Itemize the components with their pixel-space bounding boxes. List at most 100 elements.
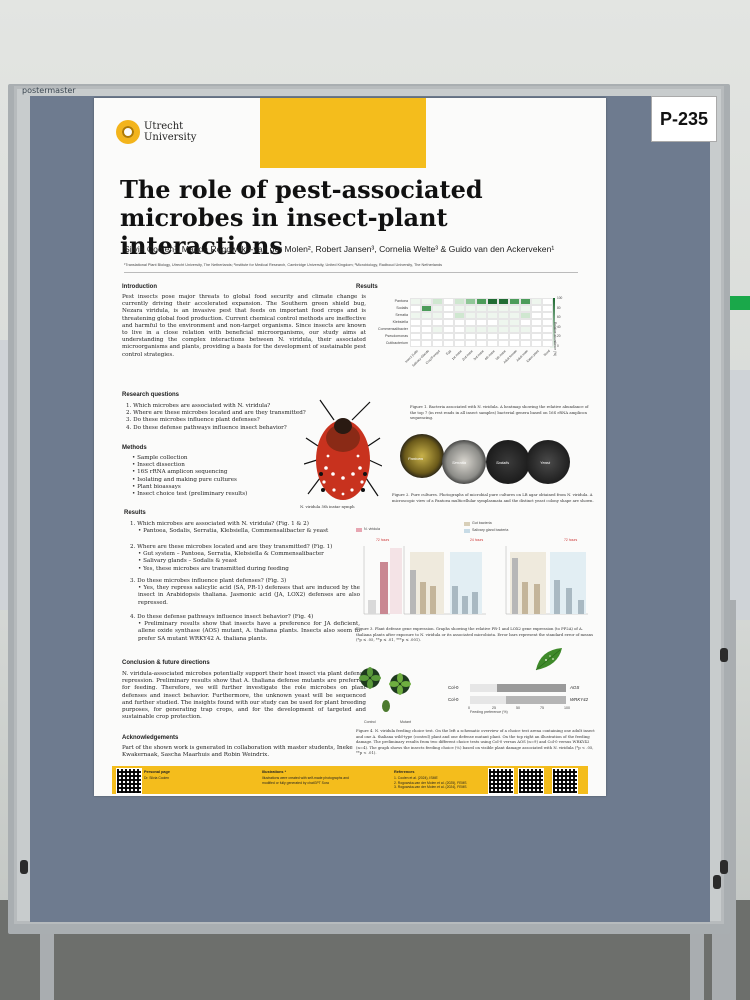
- heatmap-cell: [498, 312, 509, 319]
- divider: [124, 272, 578, 273]
- legend-swatch: [464, 529, 470, 533]
- heatmap-cell: [531, 298, 542, 305]
- legend-label: N. viridula: [364, 527, 380, 531]
- poster-authors: Silvia Coolen¹, Magda Rogowska-van der M…: [124, 244, 555, 254]
- dish-label: Sodalis: [496, 460, 510, 465]
- easel-leg: [40, 920, 54, 1000]
- heatmap-cell: [476, 326, 487, 333]
- board-clip: [720, 648, 728, 662]
- heatmap-cell: [498, 319, 509, 326]
- pref-bar: [496, 684, 566, 692]
- choice-test-arena: [359, 667, 411, 712]
- poster: Utrecht University The role of pest-asso…: [94, 98, 606, 796]
- heatmap-cell: [509, 326, 520, 333]
- heatmap-row-label: Commensalibacter: [378, 327, 408, 331]
- heatmap-cell: [443, 319, 454, 326]
- board-clip: [720, 860, 728, 874]
- heatmap-cell: [454, 340, 465, 347]
- results-heading-right: Results: [356, 284, 378, 290]
- heatmap-cell: [421, 333, 432, 340]
- header-accent: [260, 98, 426, 168]
- qr-code: [552, 768, 578, 794]
- heatmap-cell: [432, 305, 443, 312]
- heatmap-cell: [520, 305, 531, 312]
- heatmap-cell: [454, 326, 465, 333]
- heatmap-cell: [520, 298, 531, 305]
- results-q3: 3. Do these microbes influence plant def…: [130, 578, 360, 606]
- heatmap-cell: [520, 326, 531, 333]
- poster-affiliations: ¹Translational Plant Biology, Utrecht Un…: [124, 263, 443, 267]
- heatmap-cell: [487, 319, 498, 326]
- pref-row-left-label: Col-0: [448, 697, 459, 702]
- heatmap-cell: [465, 312, 476, 319]
- research-questions-heading: Research questions: [122, 392, 180, 398]
- heatmap-cell: [509, 305, 520, 312]
- heatmap-cell: [476, 319, 487, 326]
- heatmap-cell: [421, 305, 432, 312]
- board-clip: [20, 860, 28, 874]
- acknowledgements-heading: Acknowledgements: [122, 735, 179, 741]
- scale-tick-label: 20: [557, 334, 561, 339]
- heatmap-cell: [498, 340, 509, 347]
- figure-3-caption: Figure 3. Plant defense gene expression.…: [356, 626, 594, 643]
- heatmap-cell: [487, 326, 498, 333]
- heatmap-cell: [421, 340, 432, 347]
- heatmap-cell: [476, 298, 487, 305]
- exit-sign: [728, 296, 750, 310]
- results-heading-left: Results: [124, 510, 146, 516]
- heatmap-cell: [542, 340, 553, 347]
- legend-swatch: [356, 528, 362, 532]
- pref-row-left-label: Col-0: [448, 685, 459, 690]
- heatmap-cell: [410, 340, 421, 347]
- figure-1-caption: Figure 1. Bacteria associated with N. vi…: [410, 404, 589, 421]
- heatmap-cell: [454, 305, 465, 312]
- petri-dish-serratia: [442, 440, 486, 484]
- heatmap-cell: [487, 340, 498, 347]
- heatmap-cell: [520, 340, 531, 347]
- heatmap-cell: [465, 319, 476, 326]
- choice-label: Control: [364, 720, 376, 724]
- panel-tag: 72 hours: [564, 538, 578, 542]
- heatmap-cell: [410, 319, 421, 326]
- legend-swatch: [464, 522, 470, 526]
- heatmap-cell: [443, 333, 454, 340]
- heatmap-cell: [520, 312, 531, 319]
- heatmap-cell: [542, 298, 553, 305]
- stink-bug-nymph-illustration: [304, 399, 382, 500]
- footer-personal-title: Personal page: [144, 770, 170, 774]
- qr-code: [488, 768, 514, 794]
- heatmap-cell: [421, 319, 432, 326]
- heatmap-cell: [454, 298, 465, 305]
- poster-title: The role of pest-associated microbes in …: [120, 175, 483, 260]
- pref-axis-tick: 0: [468, 706, 470, 710]
- heatmap-cell: [410, 305, 421, 312]
- heatmap-cell: [531, 326, 542, 333]
- heatmap-cell: [443, 340, 454, 347]
- scale-tick-label: 60: [557, 315, 561, 320]
- university-logo: [116, 120, 140, 144]
- heatmap-row-label: Pseudomonas: [385, 334, 408, 338]
- heatmap-cell: [476, 333, 487, 340]
- heatmap-cell: [465, 333, 476, 340]
- heatmap-cell: [432, 319, 443, 326]
- heatmap-cell: [476, 305, 487, 312]
- introduction-text: Pest insects pose major threats to globa…: [122, 294, 366, 358]
- heatmap-cell: [443, 305, 454, 312]
- heatmap-cell: [487, 298, 498, 305]
- heatmap-cell: [498, 326, 509, 333]
- heatmap-cell: [542, 326, 553, 333]
- pref-axis-tick: 50: [516, 706, 520, 710]
- heatmap-cell: [421, 326, 432, 333]
- footer-references-title: References: [394, 770, 415, 774]
- dish-label: Yeast: [540, 460, 551, 465]
- footer-references: 1. Coolen et al. (2024), ISME 2. Rogowsk…: [394, 776, 467, 790]
- heatmap-cell: [498, 298, 509, 305]
- heatmap-cell: [509, 333, 520, 340]
- pref-axis-tick: 100: [564, 706, 570, 710]
- conclusion-text: N. viridula-associated microbes potentia…: [122, 671, 366, 721]
- results-q2: 2. Where are these microbes located and …: [130, 544, 333, 572]
- poster-number-card: P-235: [651, 96, 717, 142]
- bug-caption: N. viridula 5th instar nymph: [300, 504, 355, 509]
- board-clip: [713, 875, 721, 889]
- heatmap-cell: [509, 312, 520, 319]
